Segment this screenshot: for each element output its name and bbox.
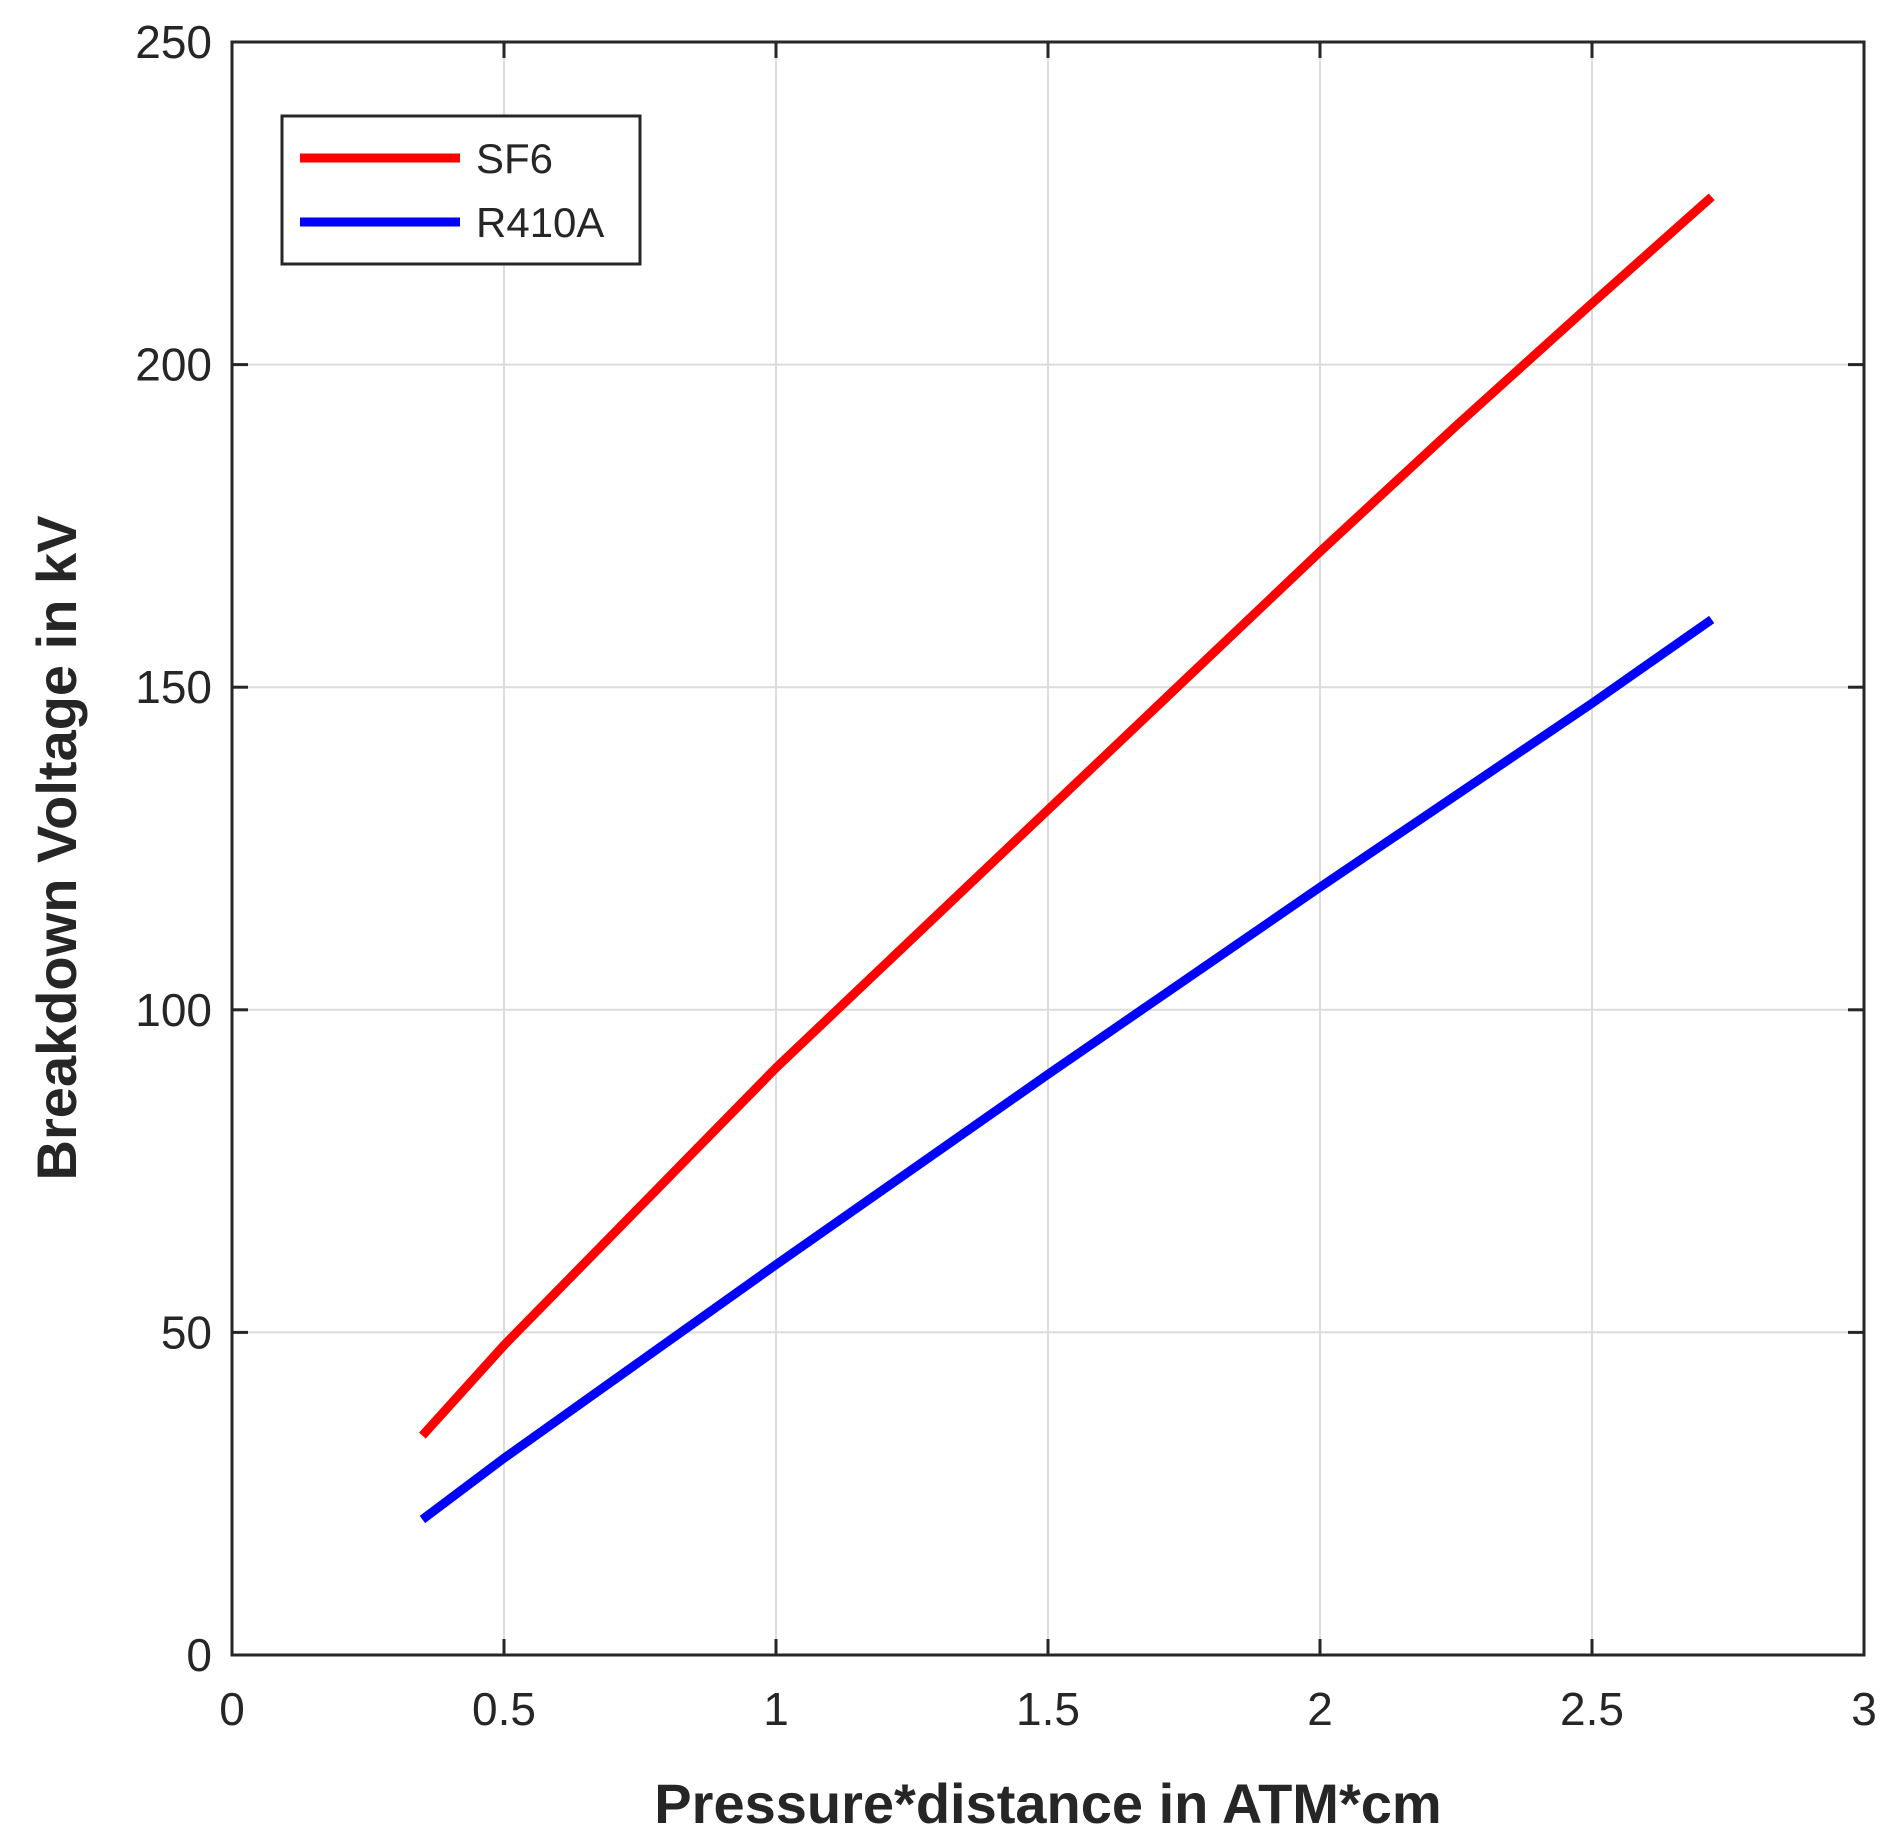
y-tick-label: 100 — [135, 984, 212, 1036]
x-tick-label: 3 — [1851, 1683, 1877, 1735]
x-tick-labels: 0 0.5 1 1.5 2 2.5 3 — [219, 1683, 1877, 1735]
y-axis-title: Breakdown Voltage in kV — [25, 516, 88, 1181]
y-tick-label: 250 — [135, 16, 212, 68]
series-line-r410a — [419, 615, 1715, 1524]
plot-frame — [230, 40, 1866, 1657]
x-axis-title: Pressure*distance in ATM*cm — [654, 1772, 1441, 1835]
x-tick-label: 2 — [1307, 1683, 1333, 1735]
x-tick-label: 1.5 — [1016, 1683, 1080, 1735]
y-tick-labels: 0 50 100 150 200 250 — [135, 16, 212, 1681]
x-tick-label: 0.5 — [472, 1683, 536, 1735]
series-line-sf6 — [419, 193, 1715, 1439]
x-tick-label: 2.5 — [1560, 1683, 1624, 1735]
x-tick-label: 0 — [219, 1683, 245, 1735]
series-lines — [419, 193, 1715, 1524]
x-tick-label: 1 — [763, 1683, 789, 1735]
legend-label-r410a: R410A — [476, 199, 604, 246]
y-tick-label: 200 — [135, 339, 212, 391]
legend-label-sf6: SF6 — [476, 135, 553, 182]
y-tick-label: 0 — [186, 1629, 212, 1681]
legend: SF6 R410A — [280, 114, 642, 266]
legend-box — [280, 114, 642, 266]
y-tick-label: 150 — [135, 661, 212, 713]
y-tick-label: 50 — [161, 1306, 212, 1358]
